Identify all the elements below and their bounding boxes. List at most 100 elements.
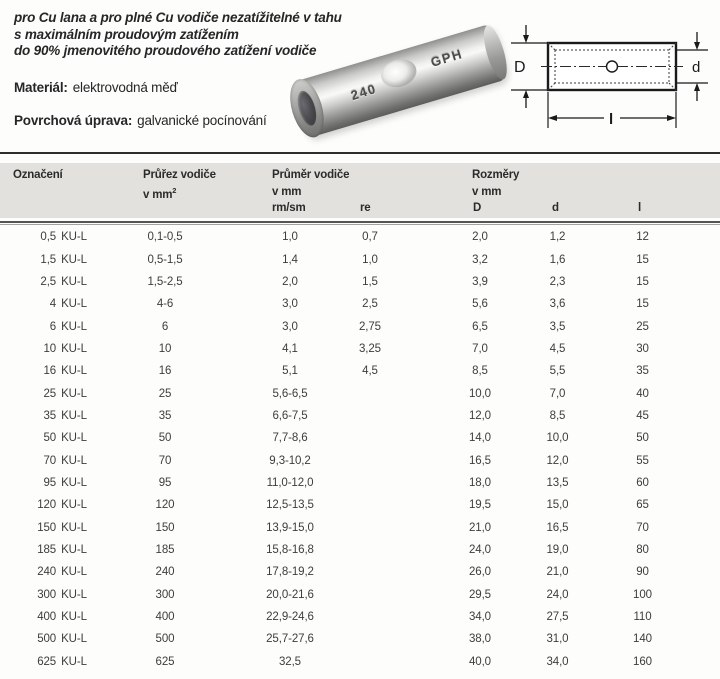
re-cell: 3,25 <box>359 342 381 355</box>
spacer-cell <box>390 248 430 270</box>
table-row: 120 KU-L 120 12,5-13,5 19,5 15,0 65 <box>0 494 720 516</box>
table-body: 0,5 KU-L 0,1-0,5 1,0 0,7 2,0 1,2 12 1,5 KU-L 0,5-1… <box>0 226 720 673</box>
designation-type: KU-L <box>61 342 87 355</box>
dimension-D-cell: 18,0 <box>469 476 491 489</box>
intro-line-2: s maximálním proudovým zatížením <box>14 26 239 42</box>
header-sub-D: D <box>473 202 482 214</box>
rm-sm-cell: 5,6-6,5 <box>272 387 308 400</box>
re-cell: 0,7 <box>362 231 378 244</box>
cross-section-cell: 0,1-0,5 <box>147 231 183 244</box>
table-row: 400 KU-L 400 22,9-24,6 34,0 27,5 110 <box>0 606 720 628</box>
designation-number: 10 <box>43 342 57 355</box>
rm-sm-cell: 20,0-21,6 <box>266 588 314 601</box>
length-cell: 15 <box>636 298 649 311</box>
designation-number: 1,5 <box>40 253 57 266</box>
designation-cell: 10 KU-L <box>0 338 100 360</box>
cross-section-cell: 185 <box>155 543 175 556</box>
designation-number: 6 <box>49 320 57 333</box>
dimension-d-cell: 7,0 <box>549 387 566 400</box>
header-diameter: Průměr vodiče <box>272 169 350 181</box>
length-cell: 160 <box>633 655 652 668</box>
designation-cell: 400 KU-L <box>0 606 100 628</box>
designation-type: KU-L <box>61 543 87 556</box>
dimension-d-cell: 3,6 <box>549 298 566 311</box>
designation-number: 4 <box>49 298 57 311</box>
dimension-D-cell: 21,0 <box>469 521 491 534</box>
designation-number: 25 <box>43 387 57 400</box>
length-cell: 55 <box>636 454 649 467</box>
header-divider <box>0 221 720 225</box>
designation-cell: 120 KU-L <box>0 494 100 516</box>
tube-stamp-size: 240 <box>349 80 379 104</box>
table-row: 625 KU-L 625 32,5 40,0 34,0 160 <box>0 651 720 673</box>
rm-sm-cell: 2,0 <box>282 275 298 288</box>
designation-type: KU-L <box>61 432 87 445</box>
designation-number: 50 <box>43 432 57 445</box>
spacer-cell <box>390 427 430 449</box>
cross-section-cell: 150 <box>155 521 175 534</box>
table-row: 240 KU-L 240 17,8-19,2 26,0 21,0 90 <box>0 561 720 583</box>
dimension-d-cell: 19,0 <box>546 543 569 556</box>
re-cell <box>350 561 390 583</box>
spacer-cell <box>390 405 430 427</box>
dimension-D-cell: 8,5 <box>472 365 488 378</box>
dimension-d-cell: 8,5 <box>549 409 566 422</box>
designation-number: 2,5 <box>40 275 57 288</box>
designation-type: KU-L <box>61 655 87 668</box>
data-table: 0,5 KU-L 0,1-0,5 1,0 0,7 2,0 1,2 12 1,5 KU-L 0,5-1… <box>0 226 720 673</box>
designation-type: KU-L <box>61 499 87 512</box>
filler-cell <box>700 248 720 270</box>
diagram-label-l: l <box>609 111 613 128</box>
filler-cell <box>700 226 720 248</box>
re-cell <box>350 606 390 628</box>
rm-sm-cell: 4,1 <box>282 342 298 355</box>
cross-section-cell: 625 <box>155 655 175 668</box>
spacer-cell <box>390 539 430 561</box>
dimension-D-cell: 34,0 <box>469 611 491 624</box>
filler-cell <box>700 584 720 606</box>
length-cell: 25 <box>636 320 649 333</box>
table-row: 25 KU-L 25 5,6-6,5 10,0 7,0 40 <box>0 382 720 404</box>
length-cell: 15 <box>636 275 649 288</box>
dimension-diagram: D d l <box>511 25 708 128</box>
dimension-d-cell: 34,0 <box>546 655 569 668</box>
dimension-D-cell: 19,5 <box>469 499 491 512</box>
spacer-cell <box>390 584 430 606</box>
re-cell <box>350 628 390 650</box>
designation-type: KU-L <box>61 409 87 422</box>
designation-type: KU-L <box>61 320 87 333</box>
re-cell: 1,5 <box>362 275 378 288</box>
surface-finish-line: Povrchová úprava: galvanické pocínování <box>14 113 267 128</box>
filler-cell <box>700 606 720 628</box>
rm-sm-cell: 22,9-24,6 <box>266 611 314 624</box>
dimension-D-cell: 40,0 <box>469 655 491 668</box>
intro-paragraph: pro Cu lana a pro plné Cu vodiče nezatíž… <box>14 10 342 60</box>
spacer-cell <box>390 360 430 382</box>
header-sub-re: re <box>360 202 371 214</box>
rm-sm-cell: 11,0-12,0 <box>266 476 314 489</box>
re-cell <box>350 472 390 494</box>
connector-tube: 240 GPH <box>284 23 512 142</box>
length-cell: 100 <box>633 588 652 601</box>
table-row: 35 KU-L 35 6,6-7,5 12,0 8,5 45 <box>0 405 720 427</box>
dimension-D-cell: 7,0 <box>472 342 488 355</box>
cross-section-cell: 400 <box>155 611 175 624</box>
filler-cell <box>700 293 720 315</box>
material-value: elektrovodná měď <box>72 80 178 95</box>
designation-cell: 625 KU-L <box>0 651 100 673</box>
dimension-d-cell: 1,2 <box>549 231 566 244</box>
spacer-cell <box>390 628 430 650</box>
spacer-cell <box>390 449 430 471</box>
table-row: 50 KU-L 50 7,7-8,6 14,0 10,0 50 <box>0 427 720 449</box>
cross-section-cell: 10 <box>158 342 172 355</box>
designation-number: 16 <box>43 365 57 378</box>
table-row: 1,5 KU-L 0,5-1,5 1,4 1,0 3,2 1,6 15 <box>0 248 720 270</box>
designation-type: KU-L <box>61 298 87 311</box>
dimension-d-cell: 15,0 <box>546 499 569 512</box>
dimension-d-cell: 2,3 <box>549 275 566 288</box>
designation-number: 500 <box>37 633 57 646</box>
cross-section-cell: 1,5-2,5 <box>147 275 183 288</box>
designation-cell: 16 KU-L <box>0 360 100 382</box>
length-cell: 45 <box>636 409 649 422</box>
filler-cell <box>700 539 720 561</box>
